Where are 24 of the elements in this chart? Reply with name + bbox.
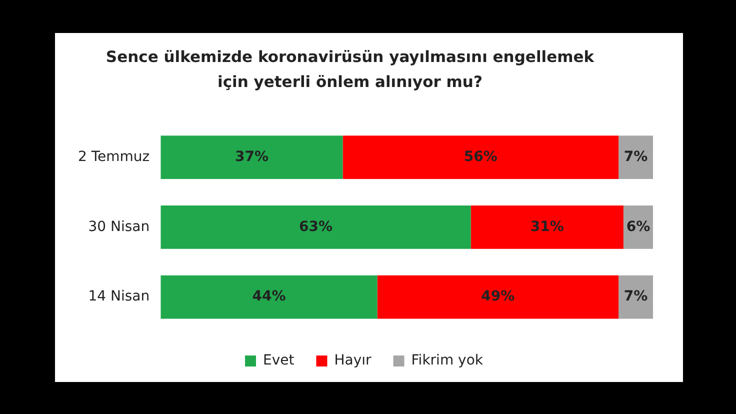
- bar: [160, 275, 378, 319]
- bar: [470, 206, 624, 249]
- bar: [618, 275, 653, 319]
- data-label: 56%: [464, 148, 498, 165]
- bar: [618, 136, 653, 179]
- data-label: 7%: [624, 148, 648, 165]
- data-label: 7%: [624, 288, 648, 305]
- y-tick-label: 2 Temmuz: [78, 148, 150, 165]
- legend-label: Fikrim yok: [411, 352, 484, 369]
- y-tick-label: 14 Nisan: [88, 288, 150, 305]
- legend-label: Hayır: [334, 352, 372, 369]
- bar: [342, 136, 619, 179]
- legend-label: Evet: [263, 352, 295, 369]
- data-label: 63%: [298, 218, 332, 235]
- data-label: 44%: [252, 288, 286, 305]
- data-label: 6%: [626, 218, 650, 235]
- data-label: 31%: [530, 218, 564, 235]
- bar: [160, 136, 343, 179]
- data-label: 37%: [234, 148, 268, 165]
- data-label: 49%: [481, 288, 515, 305]
- y-tick-label: 30 Nisan: [88, 218, 150, 235]
- chart-title: Sence ülkemizde koronavirüsün yayılmasını engellemek için yeterli önlem alınıyor mu?: [104, 47, 596, 93]
- bar: [160, 206, 471, 249]
- bar: [377, 275, 619, 319]
